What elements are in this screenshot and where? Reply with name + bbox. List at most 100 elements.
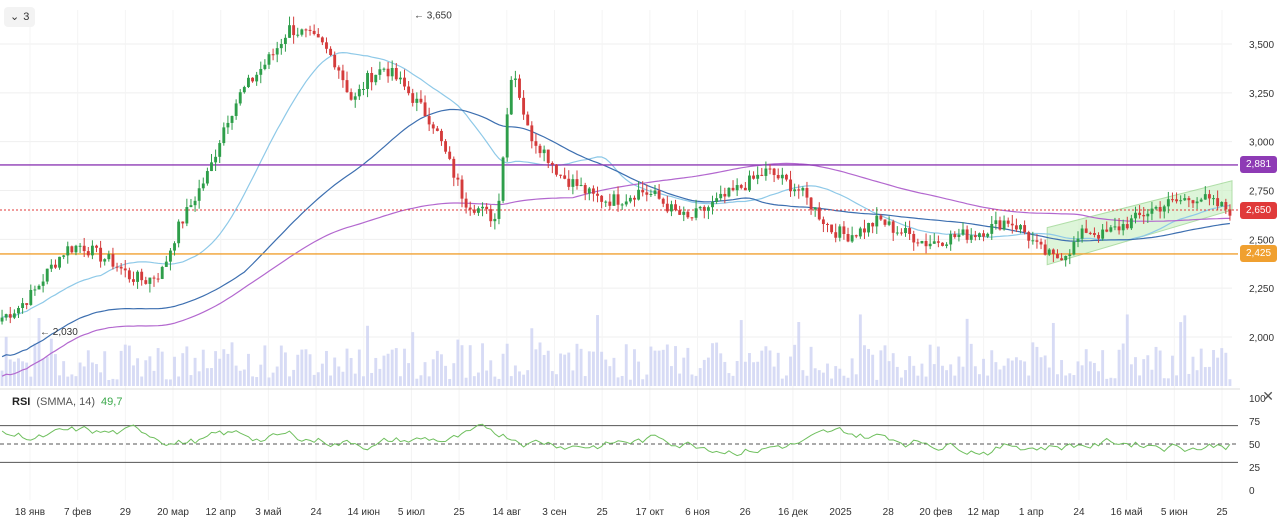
candle [760,174,764,176]
volume-bar [1199,348,1203,386]
candle [899,232,903,234]
candle [378,69,382,75]
volume-bar [797,322,801,386]
candle [423,102,427,117]
volume-bar [633,349,636,386]
volume-bar [431,359,435,386]
candle [353,96,357,100]
volume-bar [702,359,706,386]
candle [801,188,805,191]
time-tick-label: 25 [597,507,609,518]
volume-bar [1002,365,1006,386]
volume-bar [111,378,115,386]
candle [1109,227,1113,232]
candle [682,211,686,215]
candle [546,149,550,163]
volume-bar [846,377,850,386]
volume-bar [801,370,805,386]
candle [731,187,735,191]
candle [308,29,312,31]
candle [497,200,501,219]
candle [1027,232,1031,241]
time-tick-label: 2025 [829,507,852,518]
candle [834,232,838,238]
candle [809,197,813,210]
volume-bar [70,374,74,386]
candle [628,197,632,202]
candle [1224,202,1228,210]
candle [1002,220,1006,230]
candle [1158,206,1162,212]
price-tick-label: 3,000 [1249,138,1274,149]
volume-bar [58,375,61,386]
candle [1006,220,1010,224]
volume-bar [316,372,320,386]
volume-bar [752,362,756,386]
candle [583,185,587,194]
volume-bar [25,362,29,386]
volume-bar [1101,350,1105,386]
candle [727,187,731,197]
volume-bar [904,370,907,386]
candle [723,193,727,197]
volume-bar [107,379,111,386]
candle [941,242,944,246]
volume-bar [386,353,390,386]
rsi-legend[interactable]: RSI (SMMA, 14) 49,7 [12,396,122,408]
volume-bar [423,362,427,386]
candle [452,158,456,178]
candle [624,201,628,205]
volume-bar [682,357,686,386]
candle [283,37,287,44]
volume-bar [748,353,751,386]
candle [279,43,283,49]
candle [435,128,439,131]
volume-bar [891,353,895,386]
volume-bar [8,359,12,386]
candle [1228,209,1232,216]
candle [949,234,953,245]
candle [633,197,636,200]
volume-bar [776,352,780,386]
candle [251,77,254,82]
candle [1031,240,1035,242]
close-icon[interactable]: ✕ [1262,388,1274,404]
candle [957,234,961,238]
volume-bar [1150,369,1154,386]
candle [214,156,218,163]
volume-bar [563,354,567,386]
volume-bar [957,356,961,386]
volume-bar [4,336,8,386]
candle [312,30,316,34]
volume-bar [1043,355,1047,386]
volume-bar [596,315,599,386]
candle [1183,198,1187,201]
volume-bar [912,365,916,386]
candle [694,208,698,218]
candle [8,314,12,318]
volume-bar [772,366,776,386]
candle [472,209,476,213]
volume-bar [863,345,866,386]
candle [920,240,924,244]
candle [604,201,608,203]
ma-slow [1,162,1230,377]
price-tick-label: 2,750 [1249,187,1274,198]
candle [460,179,464,199]
candle [115,266,119,268]
volume-bar [657,350,661,386]
candle [62,255,66,257]
collapse-indicators-button[interactable]: ⌄ 3 [4,7,36,27]
time-tick-label: 24 [1073,507,1085,518]
candle [1117,226,1121,231]
candle [275,48,279,55]
volume-bar [263,345,267,386]
volume-bar [177,376,181,386]
volume-bar [156,348,160,386]
volume-bar [821,372,825,386]
volume-bar [251,376,254,386]
volume-bar [1080,365,1084,386]
volume-bar [534,349,538,386]
volume-bar [670,366,673,386]
